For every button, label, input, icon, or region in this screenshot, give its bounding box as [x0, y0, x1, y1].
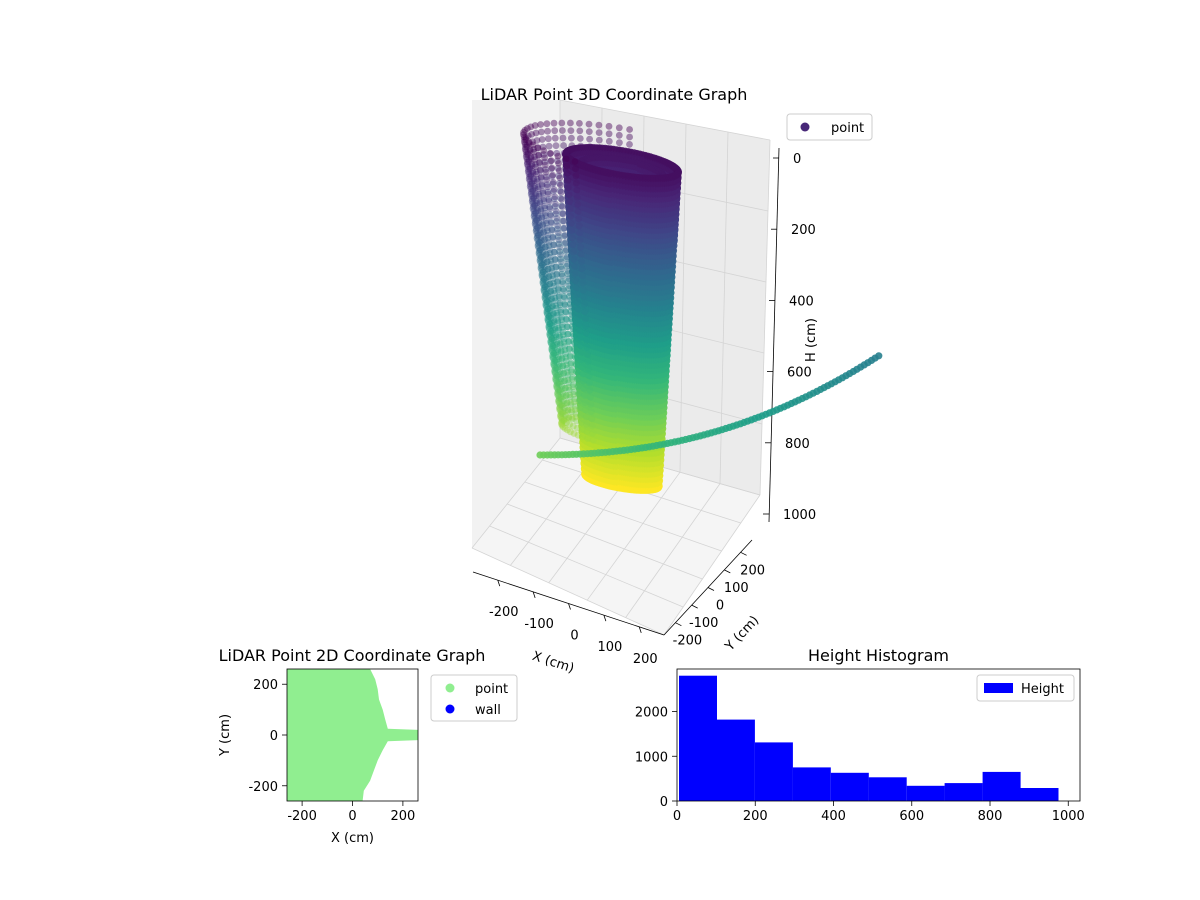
data-point [626, 141, 633, 148]
data-point [626, 134, 633, 141]
y-tick [692, 605, 698, 608]
data-point [626, 126, 633, 133]
x-tick-label: -200 [489, 605, 519, 620]
data-point [545, 135, 552, 142]
data-point [544, 128, 551, 135]
y-axis-label: Y (cm) [722, 613, 762, 655]
data-point [568, 127, 575, 134]
z-tick-label: 200 [791, 223, 816, 238]
x-axis-label: X (cm) [530, 649, 576, 677]
data-point [586, 121, 593, 128]
y-tick-label: 100 [724, 581, 749, 596]
z-tick-label: 1000 [783, 508, 816, 523]
data-point [560, 135, 567, 142]
data-point [586, 136, 593, 143]
data-point [616, 132, 623, 139]
data-point [551, 120, 558, 127]
data-point [559, 127, 566, 134]
y-tick [741, 552, 747, 555]
data-point [596, 137, 603, 144]
x-tick-label: 200 [633, 652, 658, 667]
y-tick-label: -200 [673, 634, 703, 649]
data-point [568, 135, 575, 142]
y-tick-label: -100 [689, 616, 719, 631]
data-point [558, 120, 565, 127]
data-point [616, 139, 623, 146]
z-axis-line [769, 148, 779, 522]
z-tick-label: 800 [785, 437, 810, 452]
z-axis-label: H (cm) [804, 318, 819, 362]
data-point [586, 128, 593, 135]
data-point [552, 135, 559, 142]
y-tick-label: 200 [740, 563, 765, 578]
data-point [596, 129, 603, 136]
y-tick-label: 0 [716, 599, 724, 614]
z-tick-label: 600 [787, 366, 812, 381]
data-point [551, 127, 558, 134]
data-point [576, 120, 583, 127]
data-point [606, 138, 613, 145]
x-tick-label: 100 [597, 640, 622, 655]
z-tick-label: 400 [789, 294, 814, 309]
data-point [606, 123, 613, 130]
data-point [576, 127, 583, 134]
data-point [616, 124, 623, 131]
y-tick [675, 623, 681, 626]
data-point [577, 135, 584, 142]
data-point [596, 122, 603, 129]
data-point [546, 143, 553, 150]
data-point [544, 120, 551, 127]
x-tick-label: -100 [524, 617, 554, 632]
data-point [553, 142, 560, 149]
data-point [567, 120, 574, 127]
x-tick-label: 0 [570, 629, 578, 644]
y-tick [708, 588, 714, 591]
y-tick [724, 570, 730, 573]
data-point [606, 130, 613, 137]
z-tick-label: 0 [793, 152, 801, 167]
